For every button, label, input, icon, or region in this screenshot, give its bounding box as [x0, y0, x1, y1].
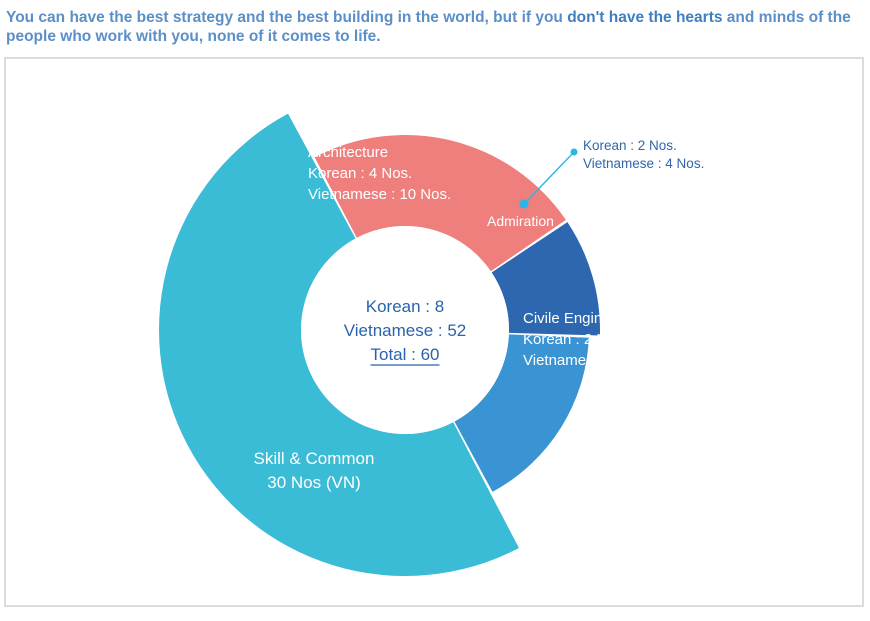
admiration-callout-dot — [519, 199, 529, 209]
admiration-slice — [491, 222, 600, 336]
admiration-label: Admiration — [487, 213, 554, 229]
admiration-callout-end-dot — [570, 148, 578, 156]
quote-emphasis: don't have the hearts — [567, 9, 723, 26]
architecture-slice — [314, 135, 566, 272]
center-vietnamese: Vietnamese : 52 — [344, 321, 467, 340]
architecture-label-title: Architecture — [308, 144, 388, 161]
donut-hole — [301, 226, 509, 434]
center-korean: Korean : 8 — [366, 297, 444, 316]
civil-engineer-slice — [454, 334, 589, 492]
architecture-label-vietnamese: Vietnamese : 10 Nos. — [308, 186, 451, 203]
admiration-callout-vietnamese: Vietnamese : 4 Nos. — [583, 156, 704, 171]
skill-common-label-title: Skill & Common — [254, 449, 375, 468]
architecture-label-korean: Korean : 4 Nos. — [308, 165, 412, 182]
civil-engineer-label-title: Civile Engineer — [523, 310, 624, 327]
quote-text: You can have the best strategy and the b… — [6, 8, 866, 46]
skill-common-label-count: 30 Nos (VN) — [267, 473, 361, 492]
quote-part-2: and minds of the people who work with yo… — [6, 9, 851, 45]
skill-common-slice — [158, 113, 519, 577]
civil-engineer-label-vietnamese: Vietnamese : 8 Nos. — [523, 352, 658, 369]
quote-part-1: You can have the best strategy and the b… — [6, 9, 568, 26]
civil-engineer-label-korean: Korean : 2 Nos. — [523, 331, 627, 348]
center-total: Total : 60 — [371, 345, 440, 364]
admiration-callout-korean: Korean : 2 Nos. — [583, 138, 677, 153]
admiration-callout-line — [523, 151, 575, 205]
